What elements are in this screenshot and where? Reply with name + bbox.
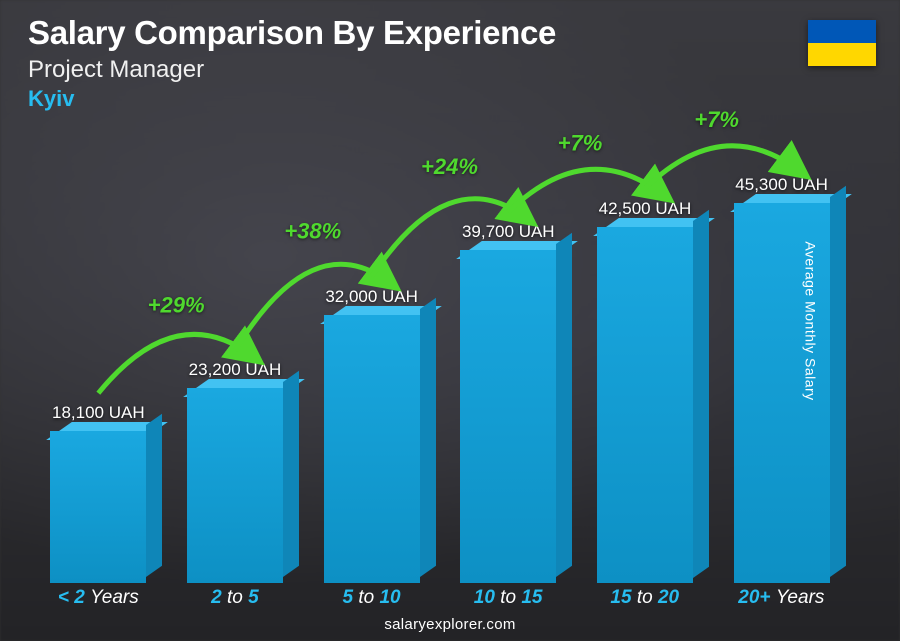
x-tick: 5 to 10 <box>303 587 440 609</box>
growth-label: +7% <box>694 107 739 132</box>
x-axis: < 2 Years2 to 55 to 1010 to 1515 to 2020… <box>30 587 850 609</box>
x-tick: < 2 Years <box>30 587 167 609</box>
y-axis-label: Average Monthly Salary <box>802 241 818 400</box>
chart-location: Kyiv <box>28 86 556 112</box>
footer-source: salaryexplorer.com <box>0 616 900 633</box>
flag-bottom-stripe <box>808 43 876 66</box>
x-tick: 10 to 15 <box>440 587 577 609</box>
growth-label: +29% <box>148 292 205 317</box>
x-tick: 2 to 5 <box>167 587 304 609</box>
x-tick: 15 to 20 <box>576 587 713 609</box>
flag-ukraine <box>808 20 876 66</box>
growth-arcs: +29% +38% +24% +7% +7% <box>30 73 850 593</box>
flag-top-stripe <box>808 20 876 43</box>
growth-label: +24% <box>421 154 478 179</box>
bar-chart: 18,100 UAH23,200 UAH32,000 UAH39,700 UAH… <box>30 83 850 583</box>
growth-label: +38% <box>284 219 341 244</box>
chart-title: Salary Comparison By Experience <box>28 14 556 52</box>
chart-subtitle: Project Manager <box>28 56 556 84</box>
chart-header: Salary Comparison By Experience Project … <box>28 14 556 112</box>
growth-label: +7% <box>558 130 603 155</box>
x-tick: 20+ Years <box>713 587 850 609</box>
